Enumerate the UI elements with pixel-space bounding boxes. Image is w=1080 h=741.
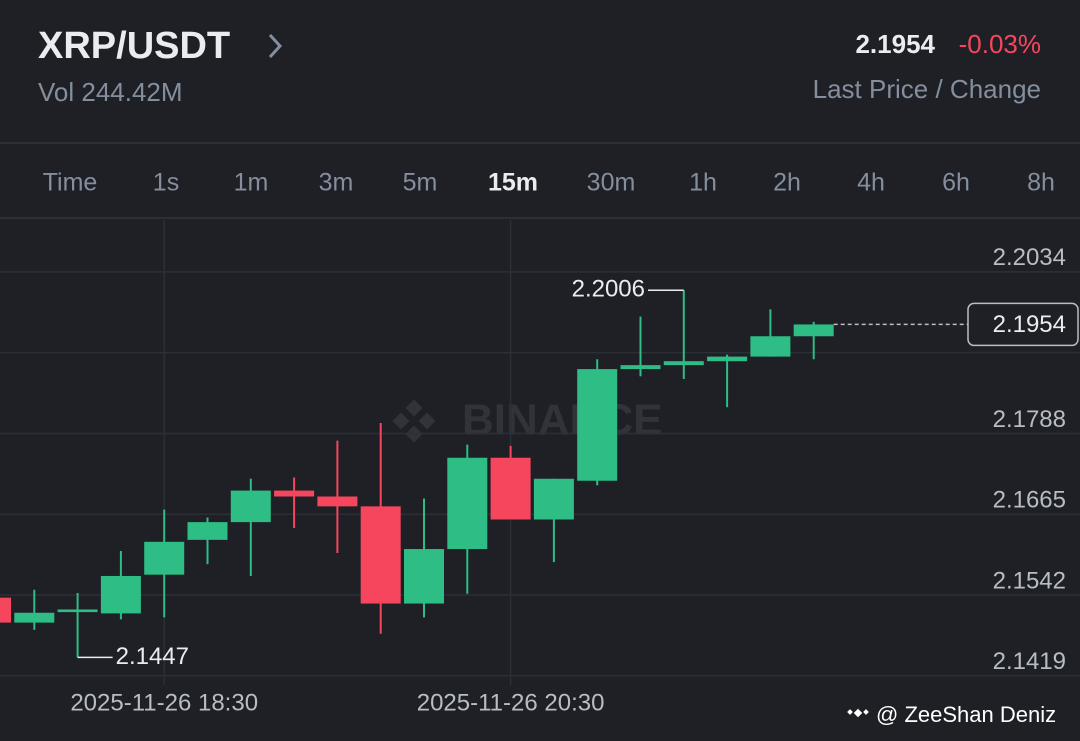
high-label: 2.2006 [572,276,645,303]
candle-body [793,324,834,337]
interval-tabs: Time 1s 1m 3m 5m 15m 30m 1h 2h 4h 6h 8h [43,169,1055,197]
interval-tab[interactable]: 30m [587,169,636,197]
candle-body [404,549,444,604]
low-label: 2.1447 [116,643,189,670]
candle-body [144,541,185,575]
x-tick-label: 2025-11-26 18:30 [70,689,258,716]
price-change: -0.03% [959,29,1041,59]
interval-tab[interactable]: 3m [319,169,354,197]
y-tick-label: 2.2034 [993,244,1066,271]
interval-tab[interactable]: 2h [773,169,801,197]
y-tick-label: 2.1542 [993,567,1066,594]
interval-tab[interactable]: 8h [1027,169,1055,197]
interval-tab[interactable]: 4h [857,169,885,197]
chevron-icon[interactable] [268,33,283,59]
last-price: 2.1954 [855,29,935,59]
candle-body [14,612,55,623]
interval-tab[interactable]: 1m [234,169,269,197]
credit-icon [847,708,869,718]
candle-body [360,506,401,604]
candlestick-chart: 2.14192.15422.16652.17882.19112.20342025… [0,220,1080,716]
candle-body [620,365,661,370]
interval-tab[interactable]: 5m [403,169,438,197]
candle-body [533,478,574,520]
interval-tab[interactable]: Time [43,169,98,197]
candle-body [57,609,98,613]
volume: Vol 244.42M [38,77,183,107]
y-tick-label: 2.1665 [993,487,1066,514]
interval-tab[interactable]: 1h [689,169,717,197]
candle-body [317,496,358,507]
interval-tab[interactable]: 6h [942,169,970,197]
candle-body [187,522,228,540]
candle-body [707,356,748,362]
last-price-box [967,302,1079,347]
interval-tab[interactable]: 1s [153,169,179,197]
candle-body [490,457,531,520]
watermark: BINANCE [462,396,662,445]
candle-body [100,575,141,614]
candle-body [447,457,488,550]
credit: @ ZeeShan Deniz [876,702,1056,727]
last-price-label: 2.1954 [993,311,1066,338]
candle-body [663,361,704,366]
candle-body [274,490,315,497]
pair-title[interactable]: XRP/USDT [38,25,230,67]
candle-body [750,336,791,357]
candle-body [230,490,271,523]
y-tick-label: 2.1419 [993,648,1066,675]
interval-tab[interactable]: 15m [488,169,538,197]
x-tick-label: 2025-11-26 20:30 [417,689,605,716]
y-tick-label: 2.1788 [993,406,1066,433]
candle-body [0,597,11,623]
candle-body [577,369,618,481]
price-caption: Last Price / Change [813,74,1041,104]
